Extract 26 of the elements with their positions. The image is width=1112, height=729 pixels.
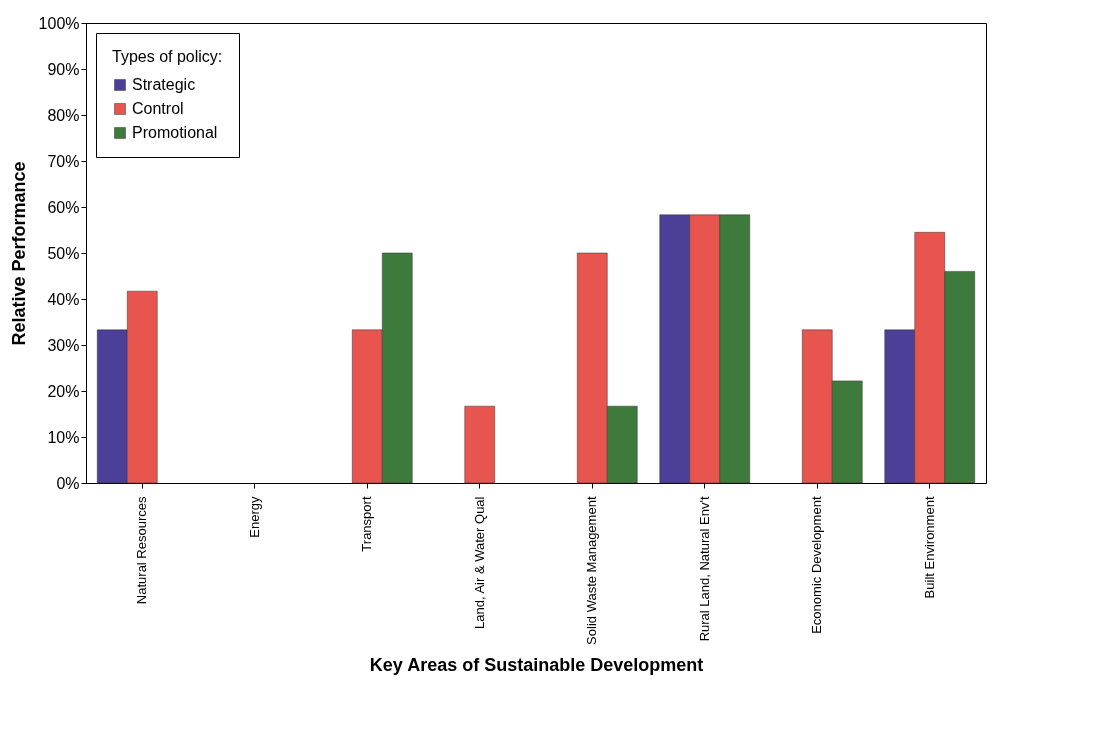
x-tick-label: Economic Development: [809, 496, 825, 634]
y-tick-label: 40%: [47, 290, 80, 308]
y-tick-label: 0%: [56, 474, 80, 492]
legend-label: Control: [132, 100, 184, 117]
y-tick-label: 30%: [47, 336, 80, 354]
x-tick-label: Built Environment: [921, 496, 937, 599]
y-tick-label: 60%: [47, 198, 80, 216]
y-tick-label: 70%: [47, 152, 80, 170]
y-tick-label: 10%: [47, 428, 80, 446]
legend-label: Promotional: [132, 124, 218, 141]
x-tick-label: Energy: [246, 496, 262, 538]
x-tick-label: Solid Waste Management: [584, 496, 600, 645]
y-tick-label: 50%: [47, 244, 80, 262]
legend-title: Types of policy:: [112, 48, 223, 65]
x-tick-label: Land, Air & Water Qual: [471, 496, 487, 629]
y-axis-title: Relative Performance: [8, 161, 29, 346]
x-axis-title: Key Areas of Sustainable Development: [369, 654, 704, 675]
y-tick-label: 100%: [38, 14, 80, 32]
y-tick-label: 80%: [47, 106, 80, 124]
y-tick-label: 20%: [47, 382, 80, 400]
x-tick-label: Rural Land, Natural Env't: [696, 496, 712, 642]
bar: [464, 405, 495, 484]
legend-label: Strategic: [132, 76, 196, 93]
x-tick-label: Transport: [359, 496, 375, 552]
x-tick-label: Natural Resources: [134, 496, 150, 605]
y-tick-label: 90%: [47, 60, 80, 78]
